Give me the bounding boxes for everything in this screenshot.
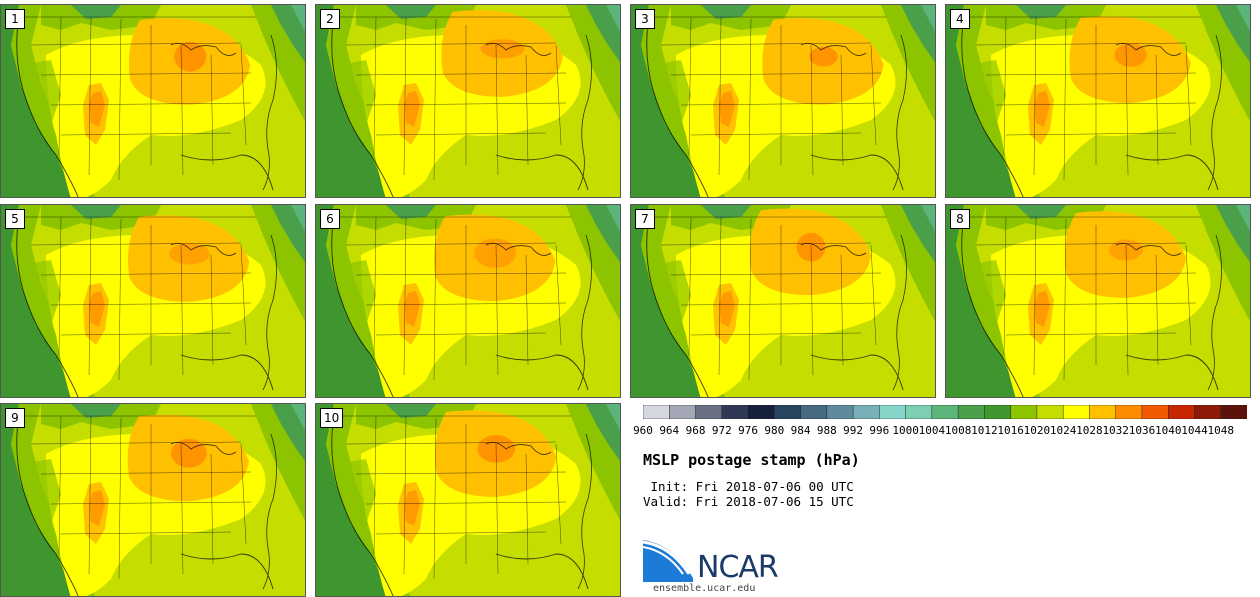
colorbar-tick-label: 1024 — [1049, 424, 1077, 437]
colorbar-tick-label: 1016 — [997, 424, 1024, 437]
member-label: 10 — [320, 408, 344, 428]
member-panel: 9 — [0, 403, 306, 597]
member-label: 3 — [635, 9, 655, 29]
colorbar-tick-label: 1000 — [892, 424, 919, 437]
member-panel: 1 — [0, 4, 306, 198]
ncar-logo-icon — [643, 540, 693, 582]
colorbar-segment — [1141, 405, 1169, 419]
colorbar-tick-label: 1020 — [1023, 424, 1051, 437]
member-panel: 4 — [945, 4, 1251, 198]
colorbar-segment — [879, 405, 907, 419]
colorbar-tick-label: 968 — [685, 424, 706, 437]
member-panel: 10 — [315, 403, 621, 597]
colorbar-tick-label: 992 — [843, 424, 864, 437]
colorbar-tick-label: 1048 — [1207, 424, 1234, 437]
colorbar-tick-label: 1032 — [1102, 424, 1129, 437]
colorbar-tick-label: 1036 — [1128, 424, 1156, 437]
colorbar-tick-label: 964 — [659, 424, 680, 437]
colorbar-tick-label: 996 — [869, 424, 890, 437]
colorbar-segment — [852, 405, 881, 419]
colorbar-tick-label: 984 — [790, 424, 811, 437]
colorbar-segment — [774, 405, 802, 419]
member-panel: 5 — [0, 204, 306, 398]
colorbar-segment — [984, 405, 1012, 419]
colorbar-segment — [1062, 405, 1091, 419]
colorbar-tick-label: 976 — [738, 424, 758, 437]
colorbar-segment — [721, 405, 749, 419]
colorbar-segment — [1036, 405, 1064, 419]
colorbar-segment — [1010, 405, 1038, 419]
colorbar-segment — [826, 405, 854, 419]
colorbar-tick-label: 1028 — [1076, 424, 1103, 437]
member-label: 1 — [5, 9, 25, 29]
member-label: 2 — [320, 9, 340, 29]
colorbar-tick-label: 1004 — [918, 424, 946, 437]
colorbar-segment — [1167, 405, 1196, 419]
member-label: 8 — [950, 209, 970, 229]
ncar-logo-text: NCAR — [697, 550, 779, 585]
colorbar-segment — [800, 405, 828, 419]
colorbar-tick-label: 980 — [764, 424, 785, 437]
init-time: Init: Fri 2018-07-06 00 UTC — [643, 479, 854, 494]
colorbar — [643, 405, 1247, 419]
colorbar-tick-label: 988 — [816, 424, 837, 437]
member-panel: 6 — [315, 204, 621, 398]
colorbar-segment — [905, 405, 933, 419]
member-panel: 7 — [630, 204, 936, 398]
colorbar-segment — [695, 405, 723, 419]
member-label: 7 — [635, 209, 655, 229]
colorbar-tick-label: 1044 — [1181, 424, 1208, 437]
chart-title: MSLP postage stamp (hPa) — [643, 451, 860, 469]
member-label: 9 — [5, 408, 25, 428]
website-url[interactable]: ensemble.ucar.edu — [653, 583, 756, 594]
colorbar-segment — [957, 405, 986, 419]
member-panel: 3 — [630, 4, 936, 198]
valid-time: Valid: Fri 2018-07-06 15 UTC — [643, 494, 854, 509]
colorbar-labels: 960 964 968 972 976 980 984 988 992 996 1000 1004 10… — [630, 424, 1250, 438]
member-label: 5 — [5, 209, 25, 229]
colorbar-segment — [1194, 405, 1222, 419]
colorbar-segment — [747, 405, 776, 419]
member-label: 4 — [950, 9, 970, 29]
colorbar-tick-label: 972 — [711, 424, 732, 437]
colorbar-segment — [931, 405, 959, 419]
colorbar-segment — [1220, 405, 1247, 419]
member-panel: 8 — [945, 204, 1251, 398]
member-label: 6 — [320, 209, 340, 229]
colorbar-segment — [1115, 405, 1143, 419]
colorbar-segment — [1089, 405, 1117, 419]
colorbar-segment — [643, 405, 671, 419]
colorbar-tick-label: 1008 — [944, 424, 972, 437]
colorbar-tick-label: 960 — [633, 424, 653, 437]
colorbar-tick-label: 1040 — [1154, 424, 1182, 437]
colorbar-segment — [669, 405, 697, 419]
member-panel: 2 — [315, 4, 621, 198]
colorbar-tick-label: 1012 — [971, 424, 998, 437]
